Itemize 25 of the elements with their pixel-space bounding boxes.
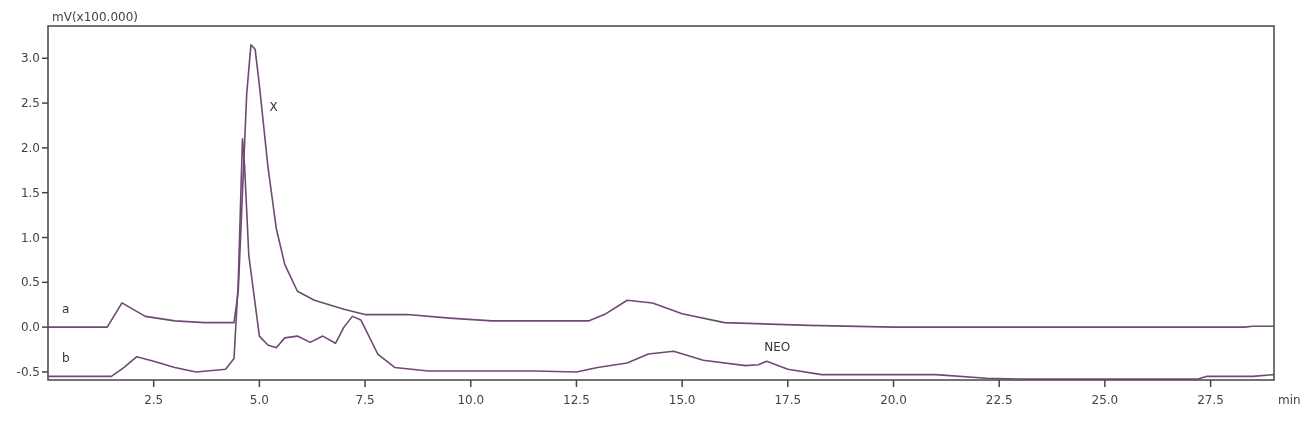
x-tick-label: 2.5 — [144, 393, 164, 407]
y-tick-label: 2.0 — [20, 140, 40, 155]
annotation: X — [269, 100, 278, 114]
series-label: b — [62, 351, 70, 366]
x-tick-label: 20.0 — [880, 393, 907, 407]
x-tick-label: 25.0 — [1091, 393, 1119, 407]
x-tick-label: 17.5 — [774, 393, 802, 407]
x-axis-title: min — [1278, 393, 1301, 407]
y-tick-label: 1.5 — [20, 185, 40, 200]
x-tick-label: 12.5 — [563, 393, 590, 407]
y-axis-title: mV(x100.000) — [52, 10, 138, 24]
x-tick-label: 27.5 — [1197, 393, 1224, 407]
y-tick-label: 2.5 — [20, 96, 40, 111]
y-tick-label: 1.0 — [20, 230, 40, 245]
x-tick-label: 5.0 — [249, 393, 269, 407]
y-tick-label: -0.5 — [16, 364, 40, 379]
y-tick-label: 0.5 — [20, 275, 40, 290]
y-tick-label: 3.0 — [20, 51, 40, 66]
series-label: a — [62, 302, 70, 317]
y-tick-label: 0.0 — [20, 320, 40, 335]
x-tick-label: 10.0 — [457, 393, 485, 407]
annotation: NEO — [764, 340, 791, 355]
x-tick-label: 22.5 — [985, 393, 1013, 407]
x-tick-label: 15.0 — [668, 393, 696, 407]
x-tick-label: 7.5 — [355, 393, 375, 407]
